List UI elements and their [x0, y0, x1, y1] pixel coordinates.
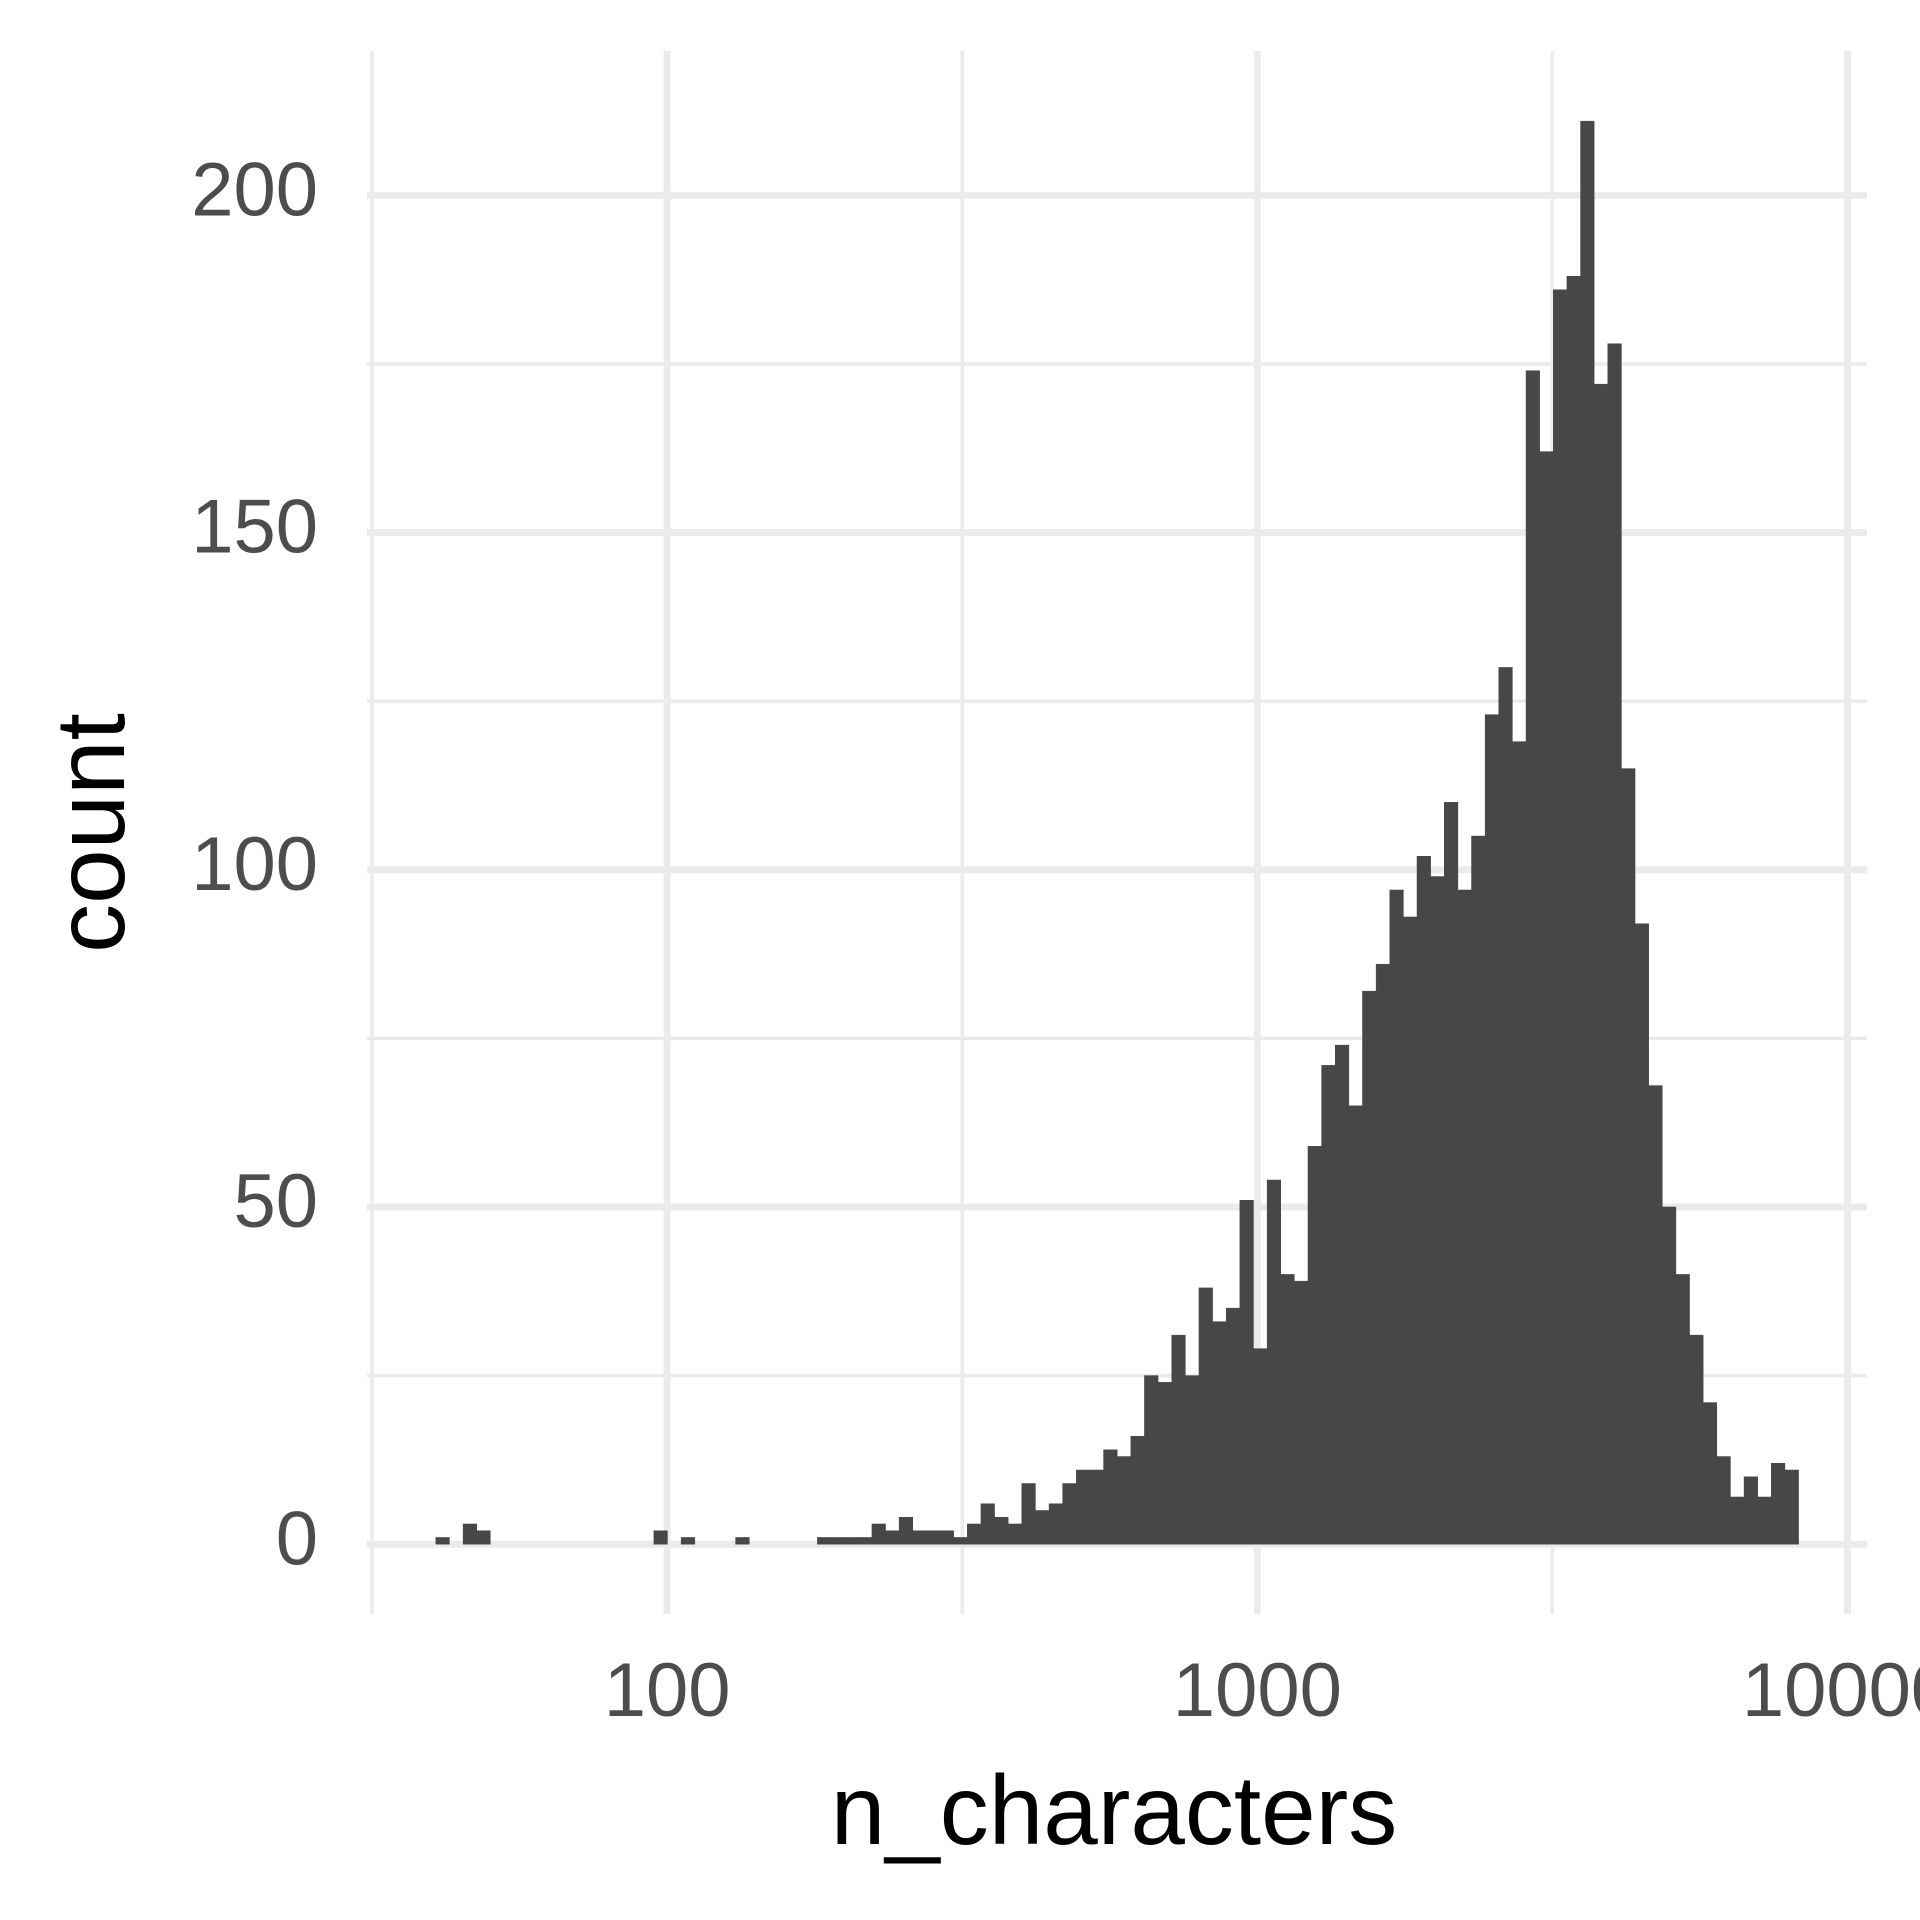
bar [1757, 1496, 1772, 1545]
y-tick-label: 200 [191, 147, 318, 232]
bar [680, 1537, 696, 1545]
bar [1716, 1456, 1731, 1545]
bar [1225, 1307, 1241, 1545]
bar [1334, 1044, 1350, 1545]
bar [1157, 1382, 1172, 1545]
bar [1130, 1436, 1145, 1545]
bar [1062, 1483, 1077, 1545]
bar [1185, 1375, 1200, 1545]
bar [1607, 343, 1622, 1545]
bar [994, 1516, 1009, 1545]
bar [1035, 1510, 1050, 1545]
bar [1539, 451, 1554, 1545]
bar [1621, 768, 1636, 1545]
bar [1648, 1085, 1663, 1545]
bar [1784, 1469, 1799, 1545]
bar [1702, 1402, 1718, 1545]
bar [898, 1516, 914, 1545]
bar [735, 1537, 750, 1545]
bar [1021, 1483, 1036, 1545]
bar [1771, 1463, 1786, 1545]
bar [912, 1530, 927, 1545]
bar [980, 1503, 995, 1545]
bar [1253, 1348, 1268, 1545]
labels: n_characters count 0 50 100 150 200 100 1000 10… [35, 147, 1920, 1864]
bar [1007, 1523, 1023, 1545]
bar [939, 1530, 954, 1545]
y-tick-label: 50 [233, 1159, 318, 1244]
y-axis-title: count [35, 713, 145, 953]
bar [1076, 1469, 1091, 1545]
bar [1389, 889, 1404, 1545]
bar [844, 1537, 859, 1545]
x-tick-label: 100 [604, 1648, 731, 1733]
bar [1294, 1280, 1309, 1545]
y-tick-label: 0 [276, 1496, 318, 1581]
x-tick-label: 10000 [1742, 1648, 1920, 1733]
bar [1403, 916, 1418, 1545]
bar [1498, 667, 1513, 1545]
bar [1416, 856, 1431, 1545]
bar [1103, 1449, 1118, 1545]
y-tick-label: 100 [191, 822, 318, 907]
bar [1457, 889, 1472, 1545]
bar [1525, 370, 1540, 1545]
bar [1321, 1065, 1336, 1545]
bar [1307, 1146, 1322, 1545]
bar [1580, 120, 1595, 1545]
bar [1689, 1334, 1704, 1545]
bar [926, 1530, 941, 1545]
bar [817, 1537, 832, 1545]
bar [1553, 289, 1568, 1545]
bar [653, 1530, 668, 1545]
bar [1348, 1105, 1363, 1545]
x-tick-label: 1000 [1173, 1648, 1342, 1733]
bar [885, 1530, 900, 1545]
bar [476, 1530, 491, 1545]
bar [462, 1523, 477, 1545]
bar [1212, 1321, 1227, 1545]
bar [1430, 876, 1445, 1545]
bar [1484, 714, 1500, 1545]
bar [830, 1537, 845, 1545]
bar [967, 1523, 982, 1545]
bar [1743, 1476, 1758, 1545]
bar [1675, 1274, 1690, 1545]
bar [1444, 802, 1459, 1545]
bars [435, 120, 1799, 1545]
bar [1198, 1287, 1213, 1545]
bar [1089, 1469, 1104, 1545]
y-tick-label: 150 [191, 485, 318, 570]
bar [1362, 990, 1377, 1545]
bar [1375, 963, 1391, 1545]
x-axis-title: n_characters [831, 1755, 1398, 1865]
bar [871, 1523, 886, 1545]
bar [1116, 1456, 1132, 1545]
bar [1593, 383, 1609, 1545]
bar [1171, 1334, 1186, 1545]
bar [1662, 1206, 1677, 1545]
bar [1266, 1179, 1281, 1545]
bar [1634, 923, 1649, 1545]
bar [1471, 835, 1486, 1545]
bar [1144, 1375, 1159, 1545]
bar [435, 1537, 450, 1545]
bar [1239, 1199, 1254, 1545]
bar [1512, 741, 1527, 1545]
bar [953, 1537, 968, 1545]
bar [1566, 276, 1581, 1545]
bar [1730, 1496, 1745, 1545]
bar [858, 1537, 873, 1545]
bar [1280, 1274, 1295, 1545]
bar [1048, 1503, 1063, 1545]
